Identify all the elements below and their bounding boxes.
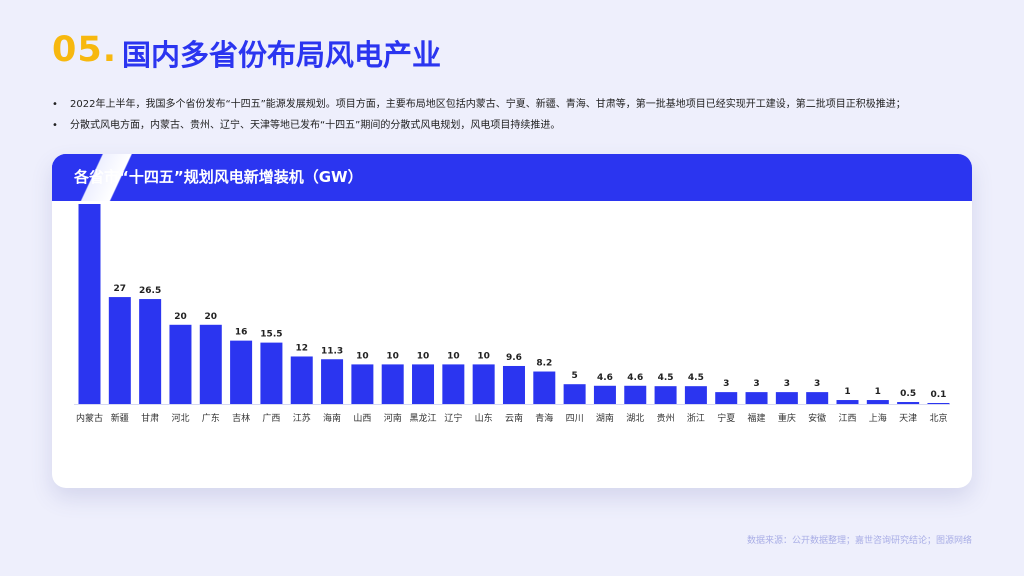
category-label: 上海 — [869, 412, 887, 424]
value-label: 3 — [723, 379, 729, 389]
value-label: 4.6 — [597, 373, 613, 383]
category-label: 浙江 — [687, 412, 705, 424]
value-label: 0.5 — [900, 389, 916, 399]
value-label: 16 — [235, 328, 248, 338]
category-label: 内蒙古 — [76, 412, 103, 424]
category-label: 安徽 — [808, 412, 826, 424]
chart-header: 各省市“十四五”规划风电新增装机（GW） — [52, 154, 972, 201]
bar — [412, 364, 435, 404]
page-title: 国内多省份布局风电产业 — [122, 38, 442, 72]
bar — [927, 403, 950, 404]
value-label: 10 — [417, 351, 430, 361]
value-label: 4.5 — [658, 373, 674, 383]
header-decoration — [52, 154, 162, 201]
value-label: 12 — [295, 343, 308, 353]
category-label: 江苏 — [293, 412, 311, 424]
category-label: 甘肃 — [141, 412, 159, 424]
category-label: 辽宁 — [444, 412, 462, 424]
category-label: 宁夏 — [717, 412, 735, 424]
value-label: 11.3 — [321, 346, 343, 356]
bar — [775, 392, 798, 404]
value-label: 1 — [844, 387, 850, 397]
category-label: 北京 — [929, 412, 947, 424]
category-label: 云南 — [505, 412, 523, 424]
category-label: 福建 — [748, 412, 766, 424]
bar — [897, 402, 920, 404]
value-label: 10 — [447, 351, 460, 361]
value-label: 1 — [875, 387, 881, 397]
value-label: 10 — [386, 351, 399, 361]
category-label: 黑龙江 — [410, 412, 437, 424]
bar — [321, 359, 344, 404]
category-label: 天津 — [899, 413, 917, 424]
category-label: 山西 — [353, 413, 371, 424]
bar — [381, 364, 404, 404]
bar — [806, 392, 829, 404]
category-label: 河北 — [171, 412, 189, 424]
value-label: 26.5 — [139, 286, 161, 296]
category-label: 广东 — [202, 412, 220, 424]
bullet-item: 分散式风电方面，内蒙古、贵州、辽宁、天津等地已发布“十四五”期间的分散式风电规划… — [52, 115, 992, 136]
category-label: 广西 — [262, 412, 280, 424]
value-label: 8.2 — [536, 359, 552, 369]
category-label: 湖南 — [596, 412, 614, 424]
category-label: 吉林 — [232, 412, 250, 424]
category-label: 江西 — [838, 413, 856, 424]
bar — [593, 385, 616, 404]
category-label: 山东 — [475, 412, 493, 424]
value-label: 27 — [114, 284, 127, 294]
bar — [290, 356, 313, 404]
category-label: 新疆 — [111, 412, 129, 424]
category-label: 湖北 — [626, 413, 644, 424]
bar — [230, 340, 253, 404]
section-number: 05. — [52, 30, 118, 70]
bar — [533, 371, 556, 404]
bar — [108, 297, 131, 404]
value-label: 3 — [753, 379, 759, 389]
value-label: 3 — [784, 379, 790, 389]
bar — [745, 392, 768, 404]
category-label: 海南 — [323, 412, 341, 424]
bar — [684, 386, 707, 404]
value-label: 5 — [571, 371, 577, 381]
category-label: 青海 — [535, 412, 553, 424]
source-note: 数据来源：公开数据整理；嘉世咨询研究结论；图源网络 — [746, 536, 972, 546]
value-label: 15.5 — [260, 330, 282, 340]
value-label: 20 — [174, 312, 187, 322]
category-label: 河南 — [384, 412, 402, 424]
bar — [442, 364, 465, 404]
chart-title: 各省市“十四五”规划风电新增装机（GW） — [74, 168, 363, 186]
bar — [351, 364, 374, 404]
bar — [866, 400, 889, 404]
category-label: 四川 — [566, 414, 584, 424]
value-label: 4.5 — [688, 373, 704, 383]
bar — [78, 204, 101, 404]
value-label: 10 — [356, 351, 369, 361]
bullet-list: 2022年上半年，我国多个省份发布“十四五”能源发展规划。项目方面，主要布局地区… — [52, 94, 992, 136]
bar — [836, 400, 859, 404]
bar — [654, 386, 677, 404]
bar — [139, 299, 162, 404]
bar — [199, 324, 222, 404]
chart-card: 各省市“十四五”规划风电新增装机（GW） 5 0.5 内蒙古 27 新疆 26.5 甘肃 20… — [52, 154, 972, 488]
bar — [260, 342, 283, 404]
category-label: 重庆 — [778, 412, 796, 424]
value-label: 4.6 — [627, 373, 643, 383]
category-label: 贵州 — [657, 412, 675, 424]
bar — [472, 364, 495, 404]
bar — [715, 392, 738, 404]
value-label: 20 — [205, 312, 218, 322]
bullet-item: 2022年上半年，我国多个省份发布“十四五”能源发展规划。项目方面，主要布局地区… — [52, 94, 992, 115]
value-label: 0.1 — [930, 390, 946, 400]
value-label: 3 — [814, 379, 820, 389]
bar — [169, 324, 192, 404]
value-label: 10 — [477, 351, 490, 361]
bar — [624, 385, 647, 404]
bar — [563, 384, 586, 404]
value-label: 9.6 — [506, 353, 522, 363]
bar-chart: 5 0.5 内蒙古 27 新疆 26.5 甘肃 20 河北 20 广东 16 吉林 15.5 广西 12 江苏 1… — [74, 204, 950, 424]
bar — [502, 365, 525, 404]
